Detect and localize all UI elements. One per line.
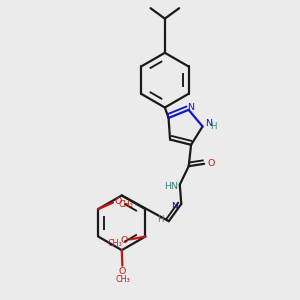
- Text: O: O: [120, 236, 128, 245]
- Text: N: N: [171, 202, 178, 211]
- Text: CH₃: CH₃: [108, 238, 122, 247]
- Text: O: O: [115, 197, 122, 206]
- Text: CH₃: CH₃: [119, 200, 134, 209]
- Text: O: O: [207, 159, 214, 168]
- Text: O: O: [119, 267, 126, 276]
- Text: H: H: [157, 215, 164, 224]
- Text: N: N: [206, 119, 213, 128]
- Text: H: H: [211, 122, 217, 131]
- Text: N: N: [188, 103, 194, 112]
- Text: CH₃: CH₃: [116, 275, 130, 284]
- Text: HN: HN: [164, 182, 178, 191]
